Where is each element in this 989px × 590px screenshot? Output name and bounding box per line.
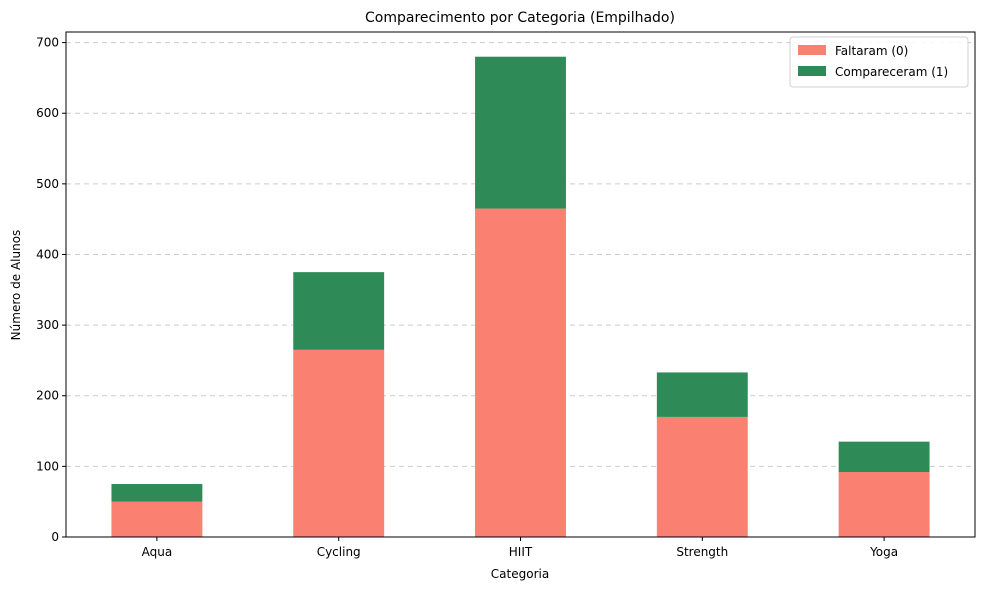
x-tick-label: Cycling (317, 545, 361, 559)
legend-swatch (798, 66, 826, 76)
x-tick-label: Aqua (142, 545, 173, 559)
y-tick-label: 100 (36, 459, 59, 473)
y-tick-label: 500 (36, 177, 59, 191)
bar-cycling-compareceram (293, 272, 385, 350)
y-tick-label: 0 (51, 530, 59, 544)
x-tick-label: HIIT (509, 545, 533, 559)
chart-title: Comparecimento por Categoria (Empilhado) (365, 10, 675, 26)
x-tick-label: Yoga (869, 545, 898, 559)
x-axis: Aqua Cycling HIIT Strength Yoga (142, 537, 898, 559)
bar-aqua-faltaram (111, 501, 203, 537)
bar-aqua-compareceram (111, 484, 203, 502)
y-tick-label: 400 (36, 247, 59, 261)
y-tick-label: 300 (36, 318, 59, 332)
bars (111, 56, 930, 537)
legend-label: Compareceram (1) (835, 65, 948, 79)
y-tick-label: 700 (36, 36, 59, 50)
x-tick-label: Strength (676, 545, 728, 559)
legend: Faltaram (0) Compareceram (1) (789, 36, 969, 88)
y-tick-label: 600 (36, 106, 59, 120)
legend-box (789, 36, 969, 88)
y-axis: 0 100 200 300 400 500 600 700 (36, 36, 66, 544)
bar-hiit-compareceram (475, 56, 566, 209)
bar-cycling-faltaram (293, 349, 385, 537)
legend-label: Faltaram (0) (835, 44, 908, 58)
bar-hiit-faltaram (475, 208, 566, 537)
legend-swatch (798, 45, 826, 55)
bar-yoga-faltaram (838, 472, 930, 537)
bar-strength-faltaram (656, 416, 748, 537)
x-axis-title: Categoria (491, 567, 549, 581)
y-axis-title: Número de Alunos (9, 230, 23, 341)
y-tick-label: 200 (36, 389, 59, 403)
bar-yoga-compareceram (838, 441, 930, 473)
bar-strength-compareceram (656, 372, 748, 417)
